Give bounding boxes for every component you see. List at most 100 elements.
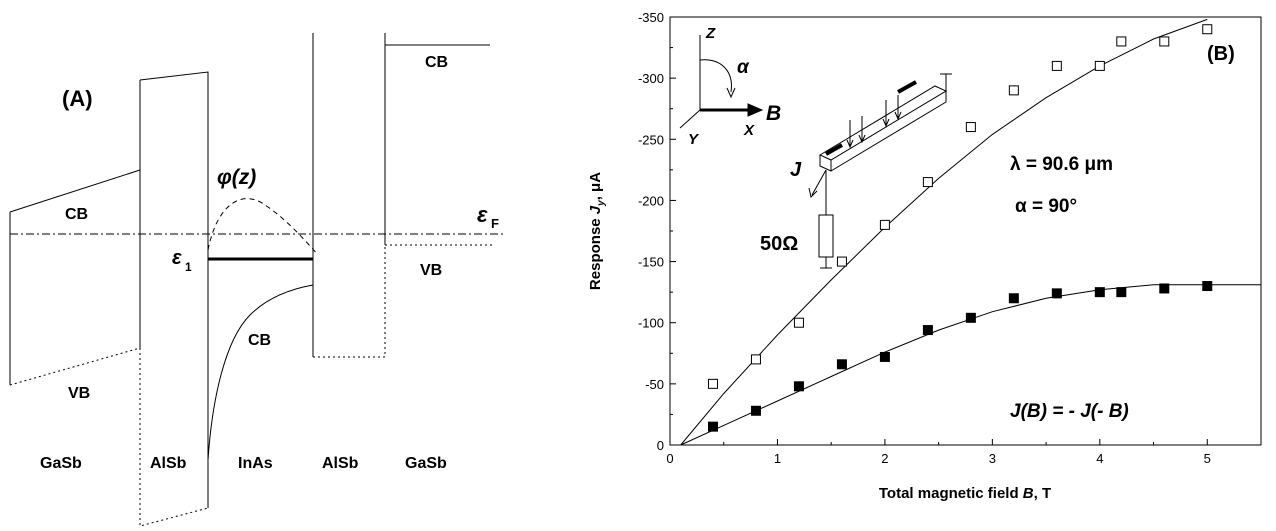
data-point-open — [1008, 85, 1019, 96]
data-point-filled — [879, 351, 890, 362]
subband-subscript: 1 — [185, 260, 192, 274]
y-axis-title: Response Jy, μA — [587, 172, 607, 290]
layer-gasb-left: GaSb — [40, 455, 82, 472]
resistor-ground — [820, 257, 832, 269]
panel-a-label: (A) — [62, 86, 93, 111]
inas-cb-curve — [207, 284, 314, 461]
x-tick-label: 1 — [774, 451, 781, 466]
x-tick-label: 5 — [1204, 451, 1211, 466]
x-tick-label: 0 — [666, 451, 673, 466]
y-tick-label: 0 — [657, 438, 664, 453]
wavefunction-curve — [207, 198, 319, 256]
data-point-filled — [836, 359, 847, 370]
data-point-open — [836, 256, 847, 267]
incident-radiation-heads — [846, 111, 902, 149]
resistor — [818, 214, 834, 258]
contact-left — [825, 143, 843, 156]
current-label: J — [790, 159, 802, 181]
coordinate-axes-inset — [679, 35, 764, 129]
inas-cb-label: CB — [248, 332, 271, 349]
x-tick-label: 3 — [989, 451, 996, 466]
data-point-filled — [750, 405, 761, 416]
y-axis-line — [679, 109, 701, 129]
layer-alsb-right: AlSb — [322, 455, 359, 472]
y-tick-label: -250 — [638, 132, 664, 147]
data-point-open — [965, 122, 976, 133]
sample-sketch — [808, 73, 952, 269]
y-tick-label: -100 — [638, 316, 664, 331]
data-point-open — [1202, 24, 1213, 35]
z-axis-label: Z — [705, 25, 716, 42]
angle-arc — [699, 59, 732, 93]
b-field-arrowhead — [747, 103, 764, 117]
fit-curve-2 — [680, 284, 1261, 446]
data-point-open — [1116, 36, 1127, 47]
data-point-open — [750, 354, 761, 365]
panel-b-label: (B) — [1207, 43, 1235, 65]
band-diagram-panel — [9, 33, 505, 527]
angle-arc-head — [726, 87, 736, 99]
contact-right — [897, 80, 917, 94]
data-point-filled — [1008, 293, 1019, 304]
x-tick-label: 2 — [881, 451, 888, 466]
alsb-left-barrier-cb — [139, 71, 209, 508]
data-point-filled — [1094, 287, 1105, 298]
x-tick-label: 4 — [1096, 451, 1103, 466]
wavefunction-label: φ(z) — [217, 166, 256, 189]
gasb-left-vb-edge — [9, 347, 141, 386]
y-tick-label: -50 — [645, 377, 664, 392]
data-point-filled — [1159, 283, 1170, 294]
gasb-left-cb-label: CB — [65, 206, 88, 223]
incident-radiation-lines — [849, 95, 899, 146]
fermi-level-symbol: ε — [477, 202, 488, 227]
plot-frame — [669, 16, 1262, 446]
b-field-label: B — [766, 102, 781, 125]
layer-alsb-left: AlSb — [150, 455, 187, 472]
subband-symbol: ε — [172, 247, 182, 269]
alpha-label: α = 90° — [1015, 196, 1077, 217]
data-point-open — [707, 378, 718, 389]
alsb-left-barrier-vb — [139, 348, 209, 527]
data-point-open — [793, 317, 804, 328]
current-arrow — [811, 169, 827, 196]
layer-inas: InAs — [238, 455, 273, 472]
data-point-filled — [1202, 281, 1213, 292]
alsb-right-barrier-cb — [312, 33, 386, 357]
current-arrowhead — [808, 187, 818, 198]
fermi-level-subscript: F — [491, 216, 499, 231]
y-axis-coord-label: Y — [688, 131, 700, 148]
symmetry-label: J(B) = - J(- B) — [1010, 401, 1129, 422]
data-point-open — [879, 219, 890, 230]
data-point-filled — [965, 312, 976, 323]
gasb-right-cb-label: CB — [425, 54, 448, 71]
y-tick-label: -300 — [638, 71, 664, 86]
data-point-filled — [707, 421, 718, 432]
sample-side-faces — [819, 91, 947, 172]
y-tick-label: -150 — [638, 255, 664, 270]
y-axis-ticks: 0 -50 -100 -150 -200 -250 -300 -350 — [638, 10, 676, 453]
gasb-right-vb-label: VB — [420, 262, 442, 279]
data-point-filled — [922, 325, 933, 336]
data-point-open — [922, 177, 933, 188]
x-axis-title: Total magnetic field B, T — [879, 485, 1051, 502]
data-point-filled — [1051, 288, 1062, 299]
resistor-label: 50Ω — [760, 233, 798, 255]
x-axis-ticks: 0 1 2 3 4 5 — [666, 439, 1211, 466]
data-point-open — [1051, 60, 1062, 71]
lambda-label: λ = 90.6 μm — [1010, 154, 1113, 175]
x-axis-label: X — [743, 122, 755, 139]
ground-terminal — [940, 73, 952, 91]
data-points — [707, 24, 1213, 432]
plot-area: 0 1 2 3 4 5 0 -50 -100 -150 -200 -250 -300 -350 — [638, 10, 1262, 466]
y-tick-label: -200 — [638, 193, 664, 208]
data-point-filled — [793, 381, 804, 392]
y-tick-label: -350 — [638, 10, 664, 25]
alsb-right-barrier-vb — [313, 245, 386, 358]
gasb-left-cb-edge — [9, 169, 141, 385]
layer-gasb-right: GaSb — [405, 455, 447, 472]
angle-alpha-label: α — [737, 57, 750, 78]
data-point-open — [1159, 36, 1170, 47]
data-point-open — [1094, 60, 1105, 71]
gasb-left-vb-label: VB — [68, 385, 90, 402]
